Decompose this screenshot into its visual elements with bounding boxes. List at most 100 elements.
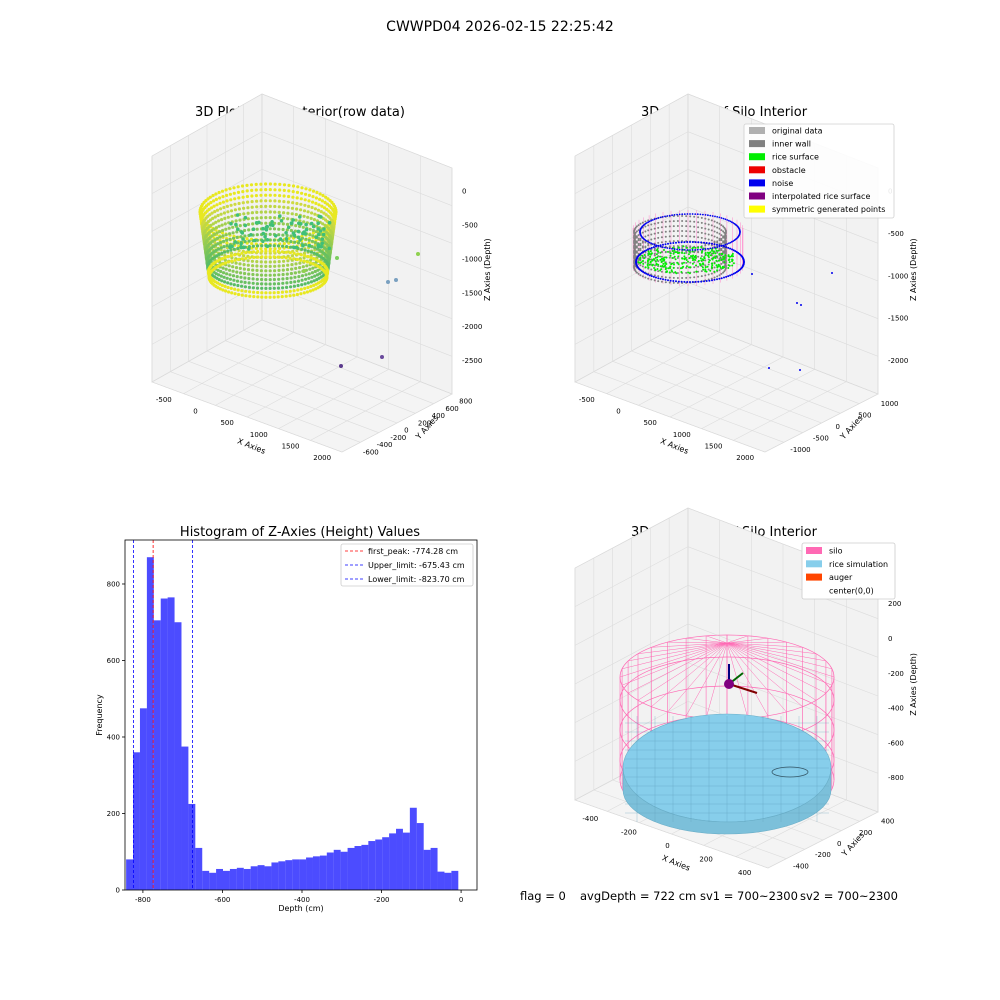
raw-scan-point <box>213 215 217 219</box>
raw-scan-point <box>286 211 290 215</box>
raw-scan-point <box>284 250 288 254</box>
classify-wall-point <box>716 226 719 229</box>
classify-wall-point <box>664 281 667 284</box>
raw-scan-point <box>268 244 272 248</box>
raw-scan-point <box>276 295 280 299</box>
raw-scan-point <box>312 251 316 255</box>
raw-scan-point <box>304 187 308 191</box>
classify-rice-point <box>663 249 665 251</box>
classify-noise-point <box>700 241 703 244</box>
raw-scan-point <box>239 280 243 284</box>
raw-scan-point <box>278 194 282 198</box>
raw-scan-point <box>264 255 268 259</box>
raw-scan-point <box>255 205 259 209</box>
raw-scan-point <box>285 276 289 281</box>
histogram-bar <box>243 868 251 890</box>
classify-wall-point <box>724 249 727 252</box>
classify-noise-point <box>652 246 655 249</box>
classify-wall-point <box>713 266 716 269</box>
classify-wall-point <box>713 235 716 238</box>
classify-wall-point <box>635 230 638 233</box>
raw-scan-point <box>220 218 224 222</box>
raw-scan-point <box>277 264 281 268</box>
classify-wall-point <box>650 238 653 241</box>
classify-wall-point <box>668 250 671 253</box>
classify-wall-point <box>647 239 650 242</box>
classify-rice-point <box>691 262 694 265</box>
raw-scan-point <box>226 254 230 259</box>
raw-scan-point <box>299 208 303 212</box>
classify-noise-point <box>689 241 691 243</box>
raw-scan-point <box>316 268 320 272</box>
stat-flag: flag = 0 <box>520 889 566 903</box>
silo-roof-line <box>706 635 728 644</box>
classify-rice-point <box>697 246 700 249</box>
classify-wall-point <box>704 217 707 220</box>
classify-rice-point <box>644 266 647 269</box>
classify-wall-point <box>704 264 707 267</box>
classify-rice-point <box>665 256 668 259</box>
raw-scan-point <box>280 290 284 294</box>
classify-noise-point <box>681 248 684 251</box>
raw-scan-point <box>229 254 233 258</box>
raw-outlier-point <box>380 355 384 359</box>
raw-scan-point <box>241 201 245 205</box>
raw-scan-point <box>219 240 223 245</box>
raw-scan-point <box>237 201 241 206</box>
raw-scan-point <box>281 244 285 248</box>
classify-rice-point <box>649 250 652 253</box>
raw-surface-point <box>278 214 282 218</box>
raw-scan-point <box>268 291 272 295</box>
classify-wall-point <box>637 224 640 227</box>
raw-scan-point <box>311 228 315 233</box>
histogram-xlabel: Depth (cm) <box>278 904 323 913</box>
classify-rice-point <box>715 264 718 267</box>
raw-scan-point <box>273 269 277 273</box>
classify-noise-point <box>673 248 676 251</box>
classify-noise-point <box>724 243 727 246</box>
classify-rice-point <box>695 257 697 259</box>
classify-noise-point <box>727 246 730 249</box>
classify-noise-point <box>650 242 652 245</box>
classify-noise-point <box>711 279 713 282</box>
raw-scan-point <box>247 239 251 243</box>
classify-wall-point <box>634 226 637 229</box>
histogram-xtick-label: -600 <box>215 896 231 904</box>
classify-rice-point <box>701 258 704 261</box>
classify-wall-point <box>722 250 725 253</box>
raw-scan-point <box>223 258 227 262</box>
raw-scan-point <box>223 216 227 220</box>
raw-ytick-label: 200 <box>418 419 431 427</box>
classify-wall-point <box>707 218 710 221</box>
raw-scan-point <box>255 216 259 220</box>
raw-scan-point <box>264 291 268 295</box>
classify-noise-point <box>645 222 648 224</box>
classify-rice-point <box>732 262 735 265</box>
raw-scan-point <box>290 263 294 267</box>
classify-noise-point <box>734 250 737 253</box>
raw-scan-point <box>287 194 291 199</box>
raw-scan-point <box>296 279 301 283</box>
classify-rice-point <box>719 256 722 259</box>
raw-scan-point <box>293 240 297 244</box>
raw-scan-point <box>277 233 281 237</box>
classify-noise-point <box>716 216 719 218</box>
simulation-xtick-label: 0 <box>665 842 669 850</box>
raw-scan-point <box>310 275 314 279</box>
raw-scan-point <box>224 267 228 271</box>
classify-wall-point <box>693 235 696 238</box>
classify-wall-point <box>724 229 727 232</box>
classify-wall-point <box>720 229 723 232</box>
raw-scan-point <box>272 273 277 277</box>
classify-wall-point <box>718 257 721 260</box>
raw-scan-point <box>225 272 229 276</box>
classify-rice-point <box>708 259 711 262</box>
raw-xtick-label: -500 <box>156 396 172 404</box>
classify-noise-point <box>691 213 694 215</box>
classify-rice-point <box>715 255 718 258</box>
classify-rice-point <box>712 257 715 260</box>
raw-xtick-label: 1500 <box>282 443 300 451</box>
raw-scan-point <box>222 239 226 243</box>
raw-scan-point <box>226 215 230 219</box>
raw-scan-point <box>319 210 323 214</box>
